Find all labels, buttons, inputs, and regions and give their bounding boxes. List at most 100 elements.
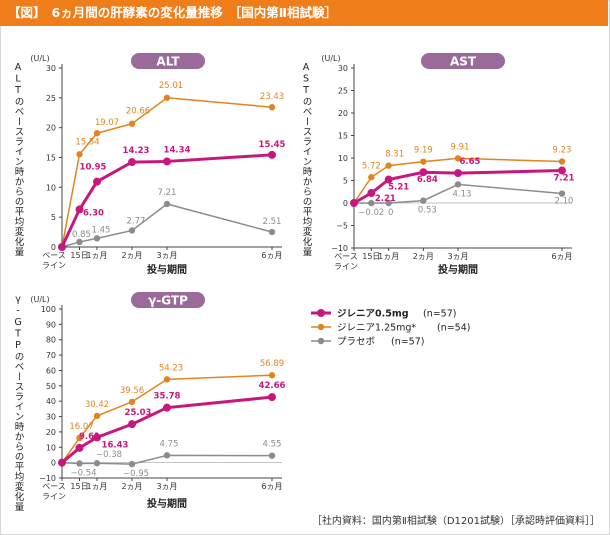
header-subtitle: ［国内第Ⅱ相試験］ [228,5,337,20]
y-tick-label: 0 [51,243,56,252]
data-point [268,393,276,402]
data-label: −0.95 [123,469,149,479]
data-label: 4.13 [453,189,472,199]
data-point [93,460,101,467]
y-tick-label: 20 [46,428,56,437]
data-point [163,452,171,459]
data-label: 9.61 [79,432,100,442]
data-point [384,175,393,184]
data-label: 15.45 [259,140,286,150]
x-tick-label: 2ヵ月 [413,252,434,261]
data-label: 7.21 [158,188,177,198]
data-point [128,460,136,468]
data-label: 2.77 [127,216,146,226]
x-tick-label: 2ヵ月 [121,482,142,491]
data-label: 42.66 [259,381,286,391]
y-tick-label: −10 [331,244,348,253]
chart-title-pill [131,292,205,308]
legend-marker [317,309,325,317]
x-tick-label: 3ヵ月 [156,482,177,491]
y-tick-label: 60 [46,366,56,375]
data-label: 30.42 [85,400,109,410]
data-point [368,174,375,181]
y-tick-label: 10 [46,183,56,192]
y-tick-label: 0 [51,459,56,468]
data-label: 5.72 [362,161,381,171]
y-unit-label: (U/L) [321,54,340,63]
data-point [367,189,376,198]
series-line [61,97,273,248]
data-point [93,130,101,137]
data-point [93,235,101,242]
y-tick-label: 5 [343,177,348,186]
data-label: 7.21 [554,174,575,184]
y-tick-label: 0 [343,199,348,208]
series-line [353,157,563,204]
data-label: 14.23 [123,146,150,156]
x-tick-label: 15日 [362,252,380,261]
data-label: 4.75 [160,439,179,449]
data-point [163,376,171,383]
data-label: 0.53 [418,206,437,216]
data-label: 56.89 [260,359,284,369]
data-label: −0.54 [70,468,96,478]
legend-name: ジレニア1.25mg* [337,323,416,334]
data-label: 10.95 [80,163,107,173]
data-point [268,372,276,379]
y-tick-label: 10 [46,443,56,452]
y-tick-label: 10 [338,154,348,163]
y-tick-label: 20 [338,109,348,118]
data-label: 6.30 [83,208,104,218]
legend-n: (n=57) [423,309,456,320]
y-tick-label: 30 [46,64,56,73]
data-point [454,169,462,178]
y-tick-label: 5 [51,213,56,222]
y-tick-label: 40 [46,397,56,406]
data-label: 6.65 [460,157,481,167]
chart-title: γ-GTP [148,294,188,308]
data-point [420,158,427,165]
data-point [93,433,101,442]
data-point [385,162,392,169]
x-tick-label: 6ヵ月 [551,252,572,261]
data-label: 2.51 [263,217,282,227]
data-point [128,398,136,406]
series-line [61,374,273,464]
data-label: 9.19 [414,146,433,156]
x-tick-label: ライン [42,492,66,501]
series-line [60,153,273,248]
y-tick-label: 30 [46,413,56,422]
data-point [454,155,462,162]
data-point [558,158,566,165]
x-tick-label: 3ヵ月 [156,251,177,260]
legend-name: ジレニア0.5mg [337,309,409,320]
data-point [93,177,101,186]
data-point [128,227,136,234]
data-label: 15.54 [75,137,99,147]
x-tick-label: ライン [42,261,66,270]
data-point [75,443,84,452]
figure-header: 【図】 6ヵ月間の肝酵素の変化量推移 ［国内第Ⅱ相試験］ [0,0,608,26]
y-unit-label: (U/L) [30,54,49,63]
y-tick-label: 30 [338,64,348,73]
y-tick-label: 25 [338,87,348,96]
data-label: 6.84 [417,175,438,185]
data-point [350,199,358,207]
x-tick-label: 15日 [70,251,88,260]
data-label: 1.45 [92,225,111,235]
y-tick-label: −5 [336,222,348,231]
chart-title: ALT [156,55,180,69]
data-label: 8.31 [385,150,404,160]
y-tick-label: 25 [46,94,56,103]
data-label: 9.23 [553,145,572,155]
data-label: 4.55 [263,440,282,450]
data-label: 35.78 [154,392,181,402]
data-label: 25.01 [159,81,183,91]
y-tick-label: 90 [46,320,56,329]
x-tick-label: 2ヵ月 [121,251,142,260]
data-point [420,197,427,204]
data-label: 9.91 [451,142,470,152]
data-point [163,94,171,101]
data-label: 54.23 [159,363,183,373]
